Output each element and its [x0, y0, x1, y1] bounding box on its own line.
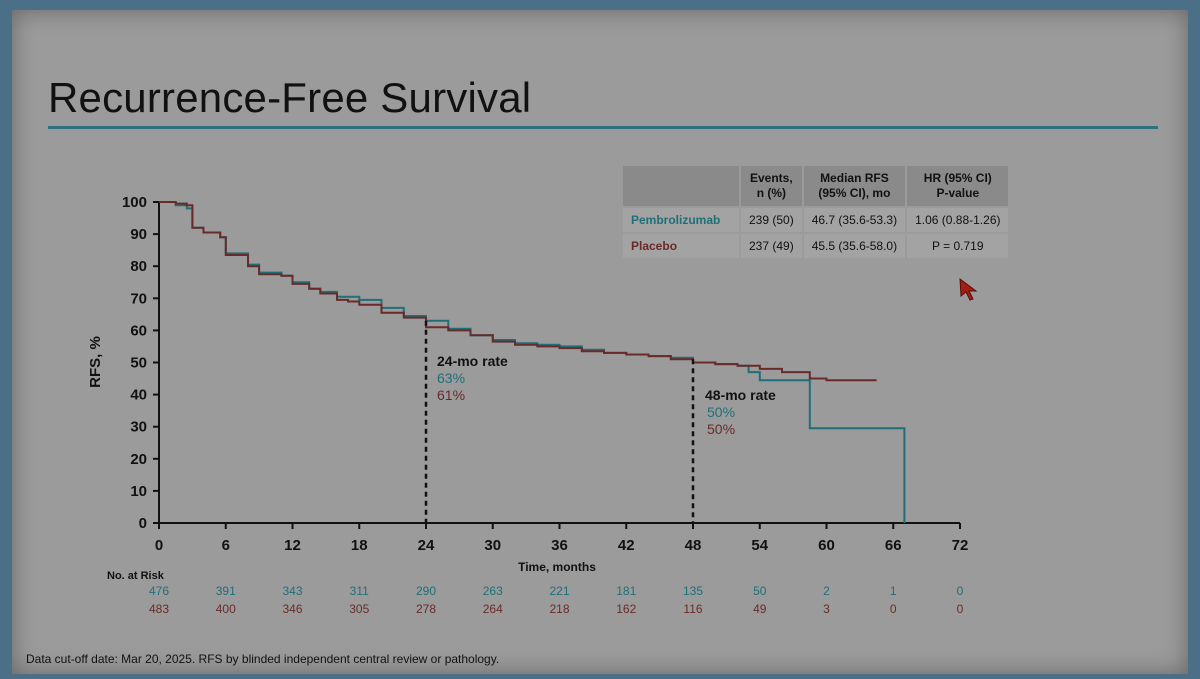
annotation-value: 63%: [437, 370, 465, 386]
at-risk-placebo: 400: [216, 602, 236, 616]
x-tick-label: 6: [222, 537, 230, 554]
at-risk-placebo: 218: [549, 602, 569, 616]
title-divider: [48, 126, 1158, 129]
at-risk-placebo: 346: [282, 602, 302, 616]
table-cell-events: 237 (49): [741, 234, 802, 258]
table-cell-pvalue: P = 0.719: [907, 234, 1009, 258]
table-row: Pembrolizumab 239 (50) 46.7 (35.6-53.3) …: [623, 208, 1009, 232]
table-header-events: Events, n (%): [741, 166, 802, 206]
table-row: Placebo 237 (49) 45.5 (35.6-58.0) P = 0.…: [623, 234, 1009, 258]
at-risk-placebo: 49: [753, 602, 767, 616]
table-arm-placebo: Placebo: [623, 234, 739, 258]
x-tick-label: 24: [418, 537, 435, 554]
at-risk-pembrolizumab: 135: [683, 584, 703, 598]
at-risk-pembrolizumab: 181: [616, 584, 636, 598]
at-risk-placebo: 3: [823, 602, 830, 616]
y-tick-label: 40: [130, 387, 147, 404]
table-cell-hr: 1.06 (0.88-1.26): [907, 208, 1009, 232]
table-header-row: Events, n (%) Median RFS (95% CI), mo HR (…: [623, 166, 1009, 206]
at-risk-pembrolizumab: 290: [416, 584, 436, 598]
slide-title: Recurrence-Free Survival: [48, 74, 532, 121]
y-tick-label: 20: [130, 451, 147, 468]
y-tick-label: 0: [139, 515, 147, 532]
at-risk-placebo: 264: [483, 602, 503, 616]
slide: Recurrence-Free Survival Events, n (%) Me…: [12, 10, 1188, 674]
x-tick-label: 48: [685, 537, 702, 554]
x-tick-label: 54: [751, 537, 768, 554]
at-risk-placebo: 0: [957, 602, 964, 616]
y-tick-label: 30: [130, 419, 147, 436]
table-cell-events: 239 (50): [741, 208, 802, 232]
y-tick-label: 70: [130, 290, 147, 307]
footnote: Data cut-off date: Mar 20, 2025. RFS by …: [26, 652, 500, 666]
x-tick-label: 36: [551, 537, 568, 554]
annotation-title: 48-mo rate: [705, 387, 776, 403]
at-risk-placebo: 483: [149, 602, 169, 616]
table-header-median: Median RFS (95% CI), mo: [803, 166, 906, 206]
at-risk-pembrolizumab: 263: [483, 584, 503, 598]
x-axis-label: Time, months: [518, 560, 596, 574]
y-tick-label: 100: [122, 194, 147, 211]
x-tick-label: 72: [952, 537, 969, 554]
at-risk-pembrolizumab: 221: [549, 584, 569, 598]
at-risk-placebo: 116: [683, 602, 702, 616]
at-risk-placebo: 278: [416, 602, 436, 616]
y-tick-label: 80: [130, 258, 147, 275]
summary-table: Events, n (%) Median RFS (95% CI), mo HR (…: [621, 164, 1010, 260]
survival-curve-pembrolizumab: [159, 201, 906, 523]
at-risk-placebo: 162: [616, 602, 636, 616]
at-risk-pembrolizumab: 476: [149, 584, 169, 598]
x-tick-label: 0: [155, 537, 163, 554]
at-risk-placebo: 305: [349, 602, 369, 616]
table-header-blank: [623, 166, 739, 206]
at-risk-pembrolizumab: 1: [890, 584, 897, 598]
annotation-value: 50%: [707, 421, 735, 437]
x-tick-label: 42: [618, 537, 635, 554]
y-tick-label: 10: [130, 483, 147, 500]
table-header-hr: HR (95% CI) P-value: [907, 166, 1009, 206]
table-cell-median: 46.7 (35.6-53.3): [803, 208, 906, 232]
y-tick-label: 90: [130, 226, 147, 243]
at-risk-title: No. at Risk: [107, 570, 165, 582]
x-tick-label: 60: [818, 537, 835, 554]
at-risk-pembrolizumab: 2: [823, 584, 830, 598]
at-risk-pembrolizumab: 343: [282, 584, 302, 598]
y-axis-label: RFS, %: [87, 336, 104, 388]
x-tick-label: 18: [351, 537, 368, 554]
x-tick-label: 66: [885, 537, 902, 554]
mouse-pointer-icon: [959, 277, 978, 301]
table-arm-pembrolizumab: Pembrolizumab: [623, 208, 739, 232]
survival-curve-placebo: [159, 201, 877, 382]
y-tick-label: 60: [130, 322, 147, 339]
at-risk-pembrolizumab: 391: [216, 584, 236, 598]
y-tick-label: 50: [130, 355, 147, 372]
at-risk-pembrolizumab: 0: [957, 584, 964, 598]
x-tick-label: 12: [284, 537, 301, 554]
annotation-value: 61%: [437, 387, 465, 403]
at-risk-pembrolizumab: 311: [350, 584, 369, 598]
at-risk-placebo: 0: [890, 602, 897, 616]
x-tick-label: 30: [484, 537, 501, 554]
table-cell-median: 45.5 (35.6-58.0): [803, 234, 906, 258]
at-risk-pembrolizumab: 50: [753, 584, 767, 598]
annotation-title: 24-mo rate: [437, 353, 508, 369]
annotation-value: 50%: [707, 404, 735, 420]
